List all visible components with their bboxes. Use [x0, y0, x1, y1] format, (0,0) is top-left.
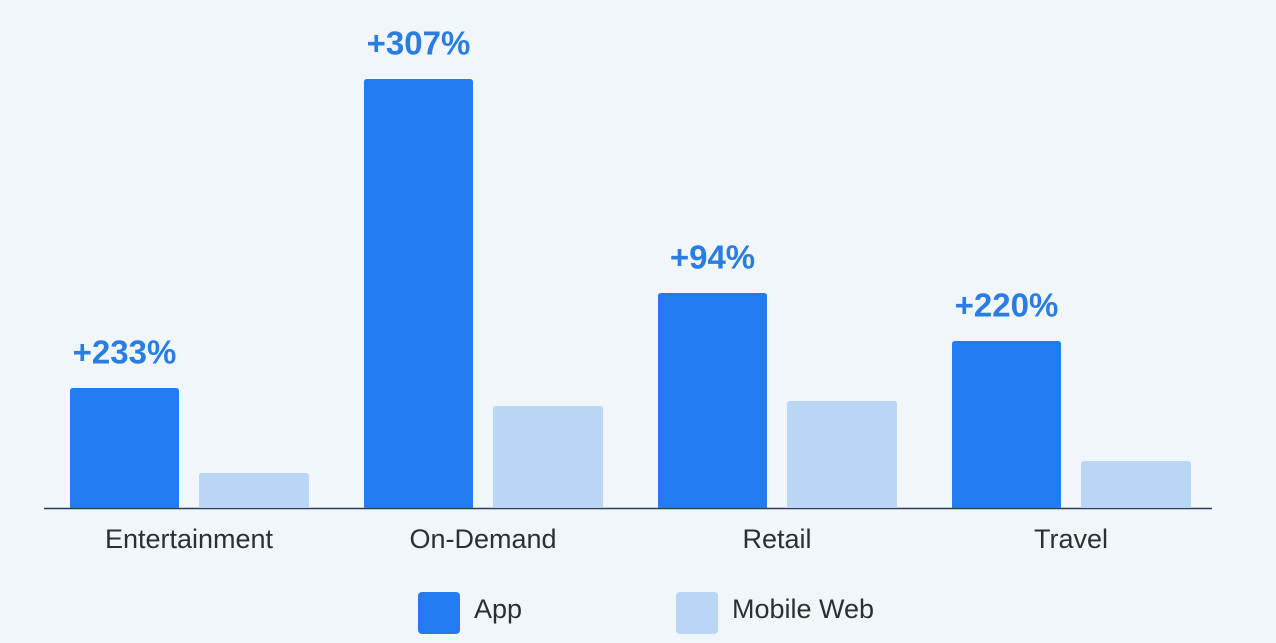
x-tick-label: Travel — [1034, 524, 1108, 554]
legend-label: Mobile Web — [732, 594, 874, 624]
bar — [1081, 461, 1191, 508]
legend-label: App — [474, 594, 522, 624]
bar — [787, 401, 897, 508]
bar — [493, 406, 603, 508]
bar — [658, 293, 767, 508]
bar — [952, 341, 1061, 508]
bar — [364, 79, 473, 508]
bar-annotation: +94% — [670, 239, 755, 276]
x-tick-label: On-Demand — [409, 524, 556, 554]
legend-swatch — [676, 592, 718, 634]
bar — [199, 473, 309, 508]
x-tick-label: Entertainment — [105, 524, 274, 554]
bar-annotation: +220% — [955, 287, 1059, 324]
legend-swatch — [418, 592, 460, 634]
bar — [70, 388, 179, 508]
bar-annotation: +307% — [367, 25, 471, 62]
bar-annotation: +233% — [73, 334, 177, 371]
x-tick-label: Retail — [742, 524, 811, 554]
